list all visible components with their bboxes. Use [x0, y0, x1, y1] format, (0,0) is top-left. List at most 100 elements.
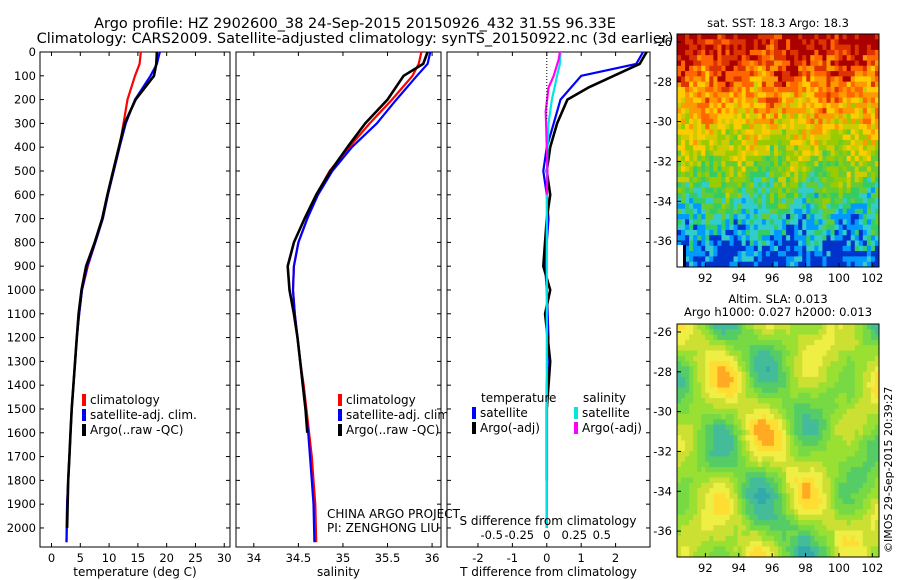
sst-map-panel: 92 94 96 98 100 102 -26 -28 -30 -32 -34 -36 sat. SST… — [653, 16, 883, 285]
sla_map-ytick-label: -32 — [653, 444, 672, 458]
depth-tick-label: 1100 — [7, 307, 36, 321]
temperature-xtick-label: 15 — [131, 551, 146, 565]
land-mask — [677, 245, 683, 267]
depth-tick-label: 1300 — [7, 354, 36, 368]
sst_map-ytick-label: -34 — [653, 194, 672, 208]
difference-xtick-label: 0 — [543, 551, 550, 565]
legend-swatch — [82, 424, 86, 436]
difference-xtick-label: 2 — [612, 551, 619, 565]
sst_map-xtick-label: 102 — [861, 271, 883, 285]
sst_map-xtick-label: 100 — [828, 271, 850, 285]
salinity-series-line-1 — [291, 51, 432, 543]
sst_map-cells — [677, 34, 880, 268]
temperature-xtick-label: 30 — [217, 551, 232, 565]
legend-label: Argo(-adj) — [582, 421, 642, 435]
land-edge — [683, 245, 686, 267]
difference-xtick-label: -1 — [507, 551, 518, 565]
sla_map-xtick-label: 100 — [828, 561, 850, 575]
legend-swatch — [472, 407, 476, 419]
salinity-xtick-label: 34 — [247, 551, 262, 565]
salinity-panel: 34 34.5 35 35.5 36 salinity climatologysatelli… — [235, 51, 453, 579]
sst_map-ytick-label: -28 — [653, 75, 672, 89]
depth-tick-label: 200 — [14, 93, 36, 107]
imos-stamp: ©IMOS 29-Sep-2015 20:39:27 — [882, 387, 895, 553]
sst_map-xtick-label: 94 — [731, 271, 746, 285]
difference-series-line-3 — [544, 51, 561, 195]
temperature-xtick-label: 0 — [48, 551, 55, 565]
salinity-diff-xlabel: S difference from climatology — [460, 514, 637, 528]
depth-tick-label: 1000 — [7, 283, 36, 297]
sla_map-ytick-label: -30 — [653, 405, 672, 419]
difference-panel: -2 -1 0 1 2T difference from climatology -0.5… — [446, 51, 651, 579]
legend-label: satellite — [582, 406, 630, 420]
legend-swatch — [338, 409, 342, 421]
depth-tick-label: 800 — [14, 235, 36, 249]
header-line1: Argo profile: HZ 2902600_38 24-Sep-2015 … — [94, 16, 616, 32]
salinity-diff-tick-label: 0.5 — [593, 528, 611, 542]
sla_map-xtick-label: 92 — [698, 561, 713, 575]
depth-tick-label: 2000 — [7, 521, 36, 535]
depth-tick-label: 1800 — [7, 473, 36, 487]
depth-tick-label: 1900 — [7, 497, 36, 511]
sst_map-xtick-label: 96 — [765, 271, 780, 285]
legend-swatch — [472, 422, 476, 434]
legend-label: Argo(..raw -QC) — [346, 423, 439, 437]
sla_map-xtick-label: 98 — [798, 561, 813, 575]
temperature-panel: 0 5 10 15 20 25 300100200300400500600700800900… — [7, 45, 232, 579]
sla_map-ytick-label: -28 — [653, 365, 672, 379]
sst-map-title: sat. SST: 18.3 Argo: 18.3 — [707, 16, 849, 30]
salinity-series-line-2 — [286, 51, 429, 433]
sla_map-ytick-label: -36 — [653, 524, 672, 538]
sla_map-xtick-label: 94 — [731, 561, 746, 575]
salinity-xtick-label: 36 — [425, 551, 440, 565]
legend-swatch — [338, 394, 342, 406]
sst_map-ytick-label: -36 — [653, 234, 672, 248]
sla-map-title: Altim. SLA: 0.013 — [728, 292, 827, 306]
sla_map-xtick-label: 102 — [861, 561, 883, 575]
sla_map-xtick-label: 96 — [765, 561, 780, 575]
difference-xtick-label: 1 — [578, 551, 585, 565]
legend-swatch — [82, 409, 86, 421]
temperature-xlabel: temperature (deg C) — [73, 565, 196, 579]
sst_map-frame — [676, 33, 880, 268]
legend-label: Argo(..raw -QC) — [90, 423, 183, 437]
depth-tick-label: 0 — [29, 45, 36, 59]
temperature-series-line-2 — [65, 51, 159, 529]
depth-tick-label: 500 — [14, 164, 36, 178]
salinity-xtick-label: 35.5 — [375, 551, 401, 565]
legend-heading-salinity: salinity — [583, 391, 626, 405]
pi-credit: PI: ZENGHONG LIU — [327, 521, 439, 535]
depth-tick-label: 1500 — [7, 402, 36, 416]
legend-label: satellite — [480, 406, 528, 420]
depth-tick-label: 700 — [14, 212, 36, 226]
legend-label: satellite-adj. clim. — [346, 408, 453, 422]
salinity-diff-tick-label: -0.25 — [504, 528, 534, 542]
salinity-xtick-label: 35 — [336, 551, 351, 565]
legend-swatch — [338, 424, 342, 436]
temperature-xtick-label: 25 — [188, 551, 203, 565]
difference-xtick-label: -2 — [472, 551, 483, 565]
depth-tick-label: 1700 — [7, 450, 36, 464]
sla_map-ytick-label: -26 — [653, 325, 672, 339]
legend-swatch — [82, 394, 86, 406]
temperature-axes-box — [39, 51, 231, 548]
temperature-xtick-label: 10 — [102, 551, 117, 565]
sla_map-frame — [676, 323, 880, 558]
depth-tick-label: 600 — [14, 188, 36, 202]
salinity-xlabel: salinity — [317, 565, 360, 579]
legend-label: climatology — [346, 393, 416, 407]
difference-xlabel: T difference from climatology — [459, 565, 637, 579]
legend-heading-temperature: temperature — [481, 391, 556, 405]
depth-tick-label: 1600 — [7, 426, 36, 440]
depth-tick-label: 400 — [14, 140, 36, 154]
project-credit: CHINA ARGO PROJECT — [327, 507, 461, 521]
depth-tick-label: 900 — [14, 259, 36, 273]
sla_map-ytick-label: -34 — [653, 484, 672, 498]
legend-swatch — [574, 407, 578, 419]
sst_map-ytick-label: -26 — [653, 35, 672, 49]
salinity-diff-tick-label: 0.25 — [562, 528, 588, 542]
difference-series-line-1 — [541, 51, 648, 481]
sst_map-xtick-label: 98 — [798, 271, 813, 285]
salinity-diff-tick-label: -0.5 — [481, 528, 503, 542]
